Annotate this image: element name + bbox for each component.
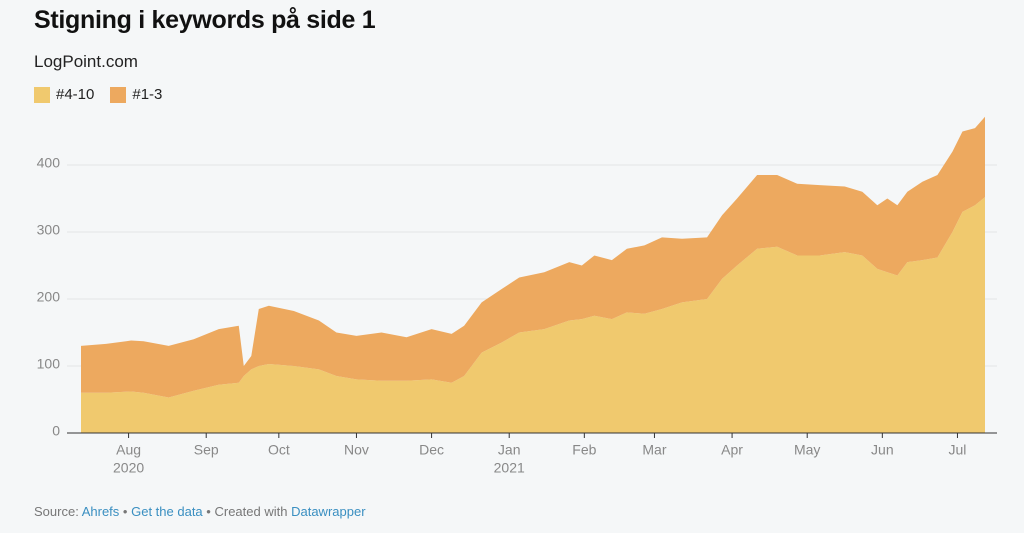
legend-label: #4-10: [56, 86, 95, 103]
created-label: Created with: [214, 504, 288, 519]
x-year-label: 2020: [113, 460, 144, 476]
x-tick-label: Jun: [871, 442, 894, 458]
x-tick-label: Mar: [642, 442, 666, 458]
x-tick-label: Dec: [419, 442, 444, 458]
x-tick-label: Aug: [116, 442, 141, 458]
x-tick-label: May: [794, 442, 820, 458]
legend-swatch: [34, 86, 50, 103]
legend-label: #1-3: [132, 86, 163, 103]
area: [81, 197, 985, 433]
x-tick-label: Sep: [194, 442, 219, 458]
y-tick-label: 0: [52, 423, 60, 439]
x-tick-label: Oct: [268, 442, 290, 458]
x-tick-label: Jan: [498, 442, 521, 458]
tool-link[interactable]: Datawrapper: [291, 504, 366, 519]
chart-subtitle: LogPoint.com: [34, 52, 138, 71]
legend-swatch: [110, 86, 127, 103]
x-tick-label: Feb: [572, 442, 596, 458]
legend-item: #4-10: [34, 86, 94, 103]
chart-title: Stigning i keywords på side 1: [34, 6, 376, 34]
legend: #4-10 #1-3: [34, 86, 162, 103]
area: [81, 116, 985, 398]
chart: 0 100 200 300 400 Aug Sep Oct Nov Dec Jan Feb Mar Apr…: [37, 116, 997, 476]
y-tick-label: 100: [37, 356, 61, 372]
y-tick-label: 400: [37, 155, 61, 171]
separator: •: [206, 504, 211, 519]
legend-item: #1-3: [110, 86, 162, 103]
footer: Source: Ahrefs • Get the data • Created …: [34, 504, 366, 519]
separator: •: [122, 504, 128, 519]
data-link[interactable]: Get the data: [131, 504, 203, 519]
y-tick-label: 200: [37, 289, 61, 305]
x-tick-label: Jul: [949, 442, 967, 458]
x-year-label: 2021: [494, 460, 525, 476]
source-label: Source:: [34, 504, 79, 519]
x-tick-label: Nov: [344, 442, 369, 458]
source-link[interactable]: Ahrefs: [81, 504, 120, 519]
y-tick-label: 300: [37, 222, 61, 238]
x-tick-label: Apr: [721, 442, 743, 458]
